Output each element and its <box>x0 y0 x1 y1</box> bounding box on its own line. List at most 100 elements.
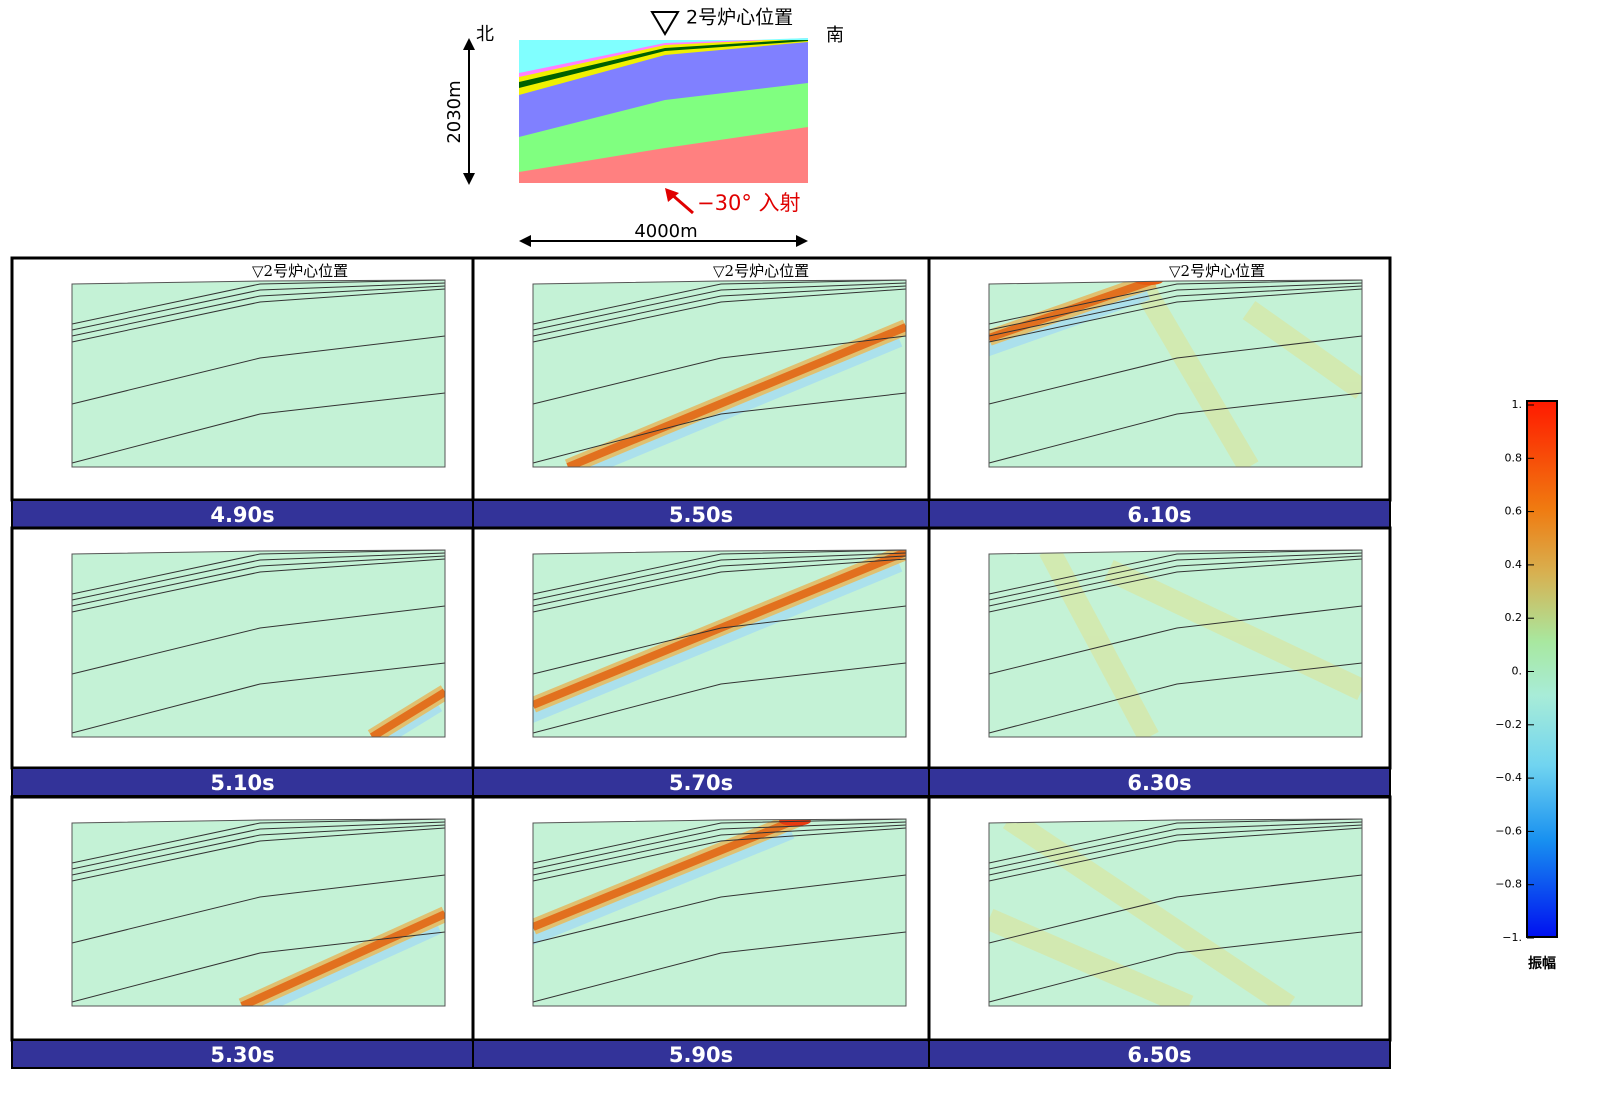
model-outline <box>988 549 1363 738</box>
layer-line <box>71 827 446 882</box>
wave-core <box>989 280 1156 342</box>
colorbar-tick-label: 0. <box>1512 665 1523 678</box>
wave-core <box>240 910 445 1006</box>
faint-wave <box>1104 560 1362 700</box>
layer-line <box>71 279 446 325</box>
incidence-label: −30° 入射 <box>697 191 801 215</box>
wave-halo <box>362 700 443 737</box>
model-body <box>533 280 906 467</box>
layer-line <box>988 335 1363 405</box>
wave-core <box>369 688 445 737</box>
layer-line <box>71 285 446 337</box>
colorbar-scale <box>1526 400 1558 938</box>
colorbar-tick-label: −0.2 <box>1495 718 1522 731</box>
model-outline <box>532 818 907 1007</box>
colorbar-tick-label: 0.6 <box>1505 505 1523 518</box>
time-label: 5.70s <box>669 771 733 795</box>
schematic: 2号炉心位置 北 南 2030m 4000m −30° 入射 <box>444 7 844 247</box>
layer-line <box>988 605 1363 675</box>
arrowhead <box>665 188 679 202</box>
wave-halo <box>533 560 903 725</box>
layer-line <box>71 558 446 613</box>
time-label: 5.90s <box>669 1043 733 1067</box>
layer-line <box>71 282 446 331</box>
wave-halo <box>559 335 903 467</box>
model-outline <box>71 549 446 738</box>
layer-line <box>988 279 1363 325</box>
layer-line <box>532 392 907 464</box>
colorbar-tick-label: 0.4 <box>1505 558 1523 571</box>
layer-line <box>532 555 907 607</box>
wave-halo <box>233 922 442 1006</box>
height-label: 2030m <box>444 80 465 143</box>
model <box>532 549 907 738</box>
colorbar-tick-label: 0.8 <box>1505 451 1523 464</box>
layer-line <box>988 392 1363 464</box>
faint-wave <box>1129 280 1259 467</box>
faint-wave <box>1002 819 1296 1006</box>
layer-line <box>532 285 907 337</box>
time-bar <box>472 499 930 529</box>
layer-line <box>71 552 446 601</box>
colorbar-tick-label: −1. <box>1502 931 1522 944</box>
layer-line <box>532 279 907 325</box>
layer-line <box>988 874 1363 944</box>
layer-line <box>532 821 907 870</box>
colorbar-tick-label: −0.4 <box>1495 771 1522 784</box>
model-outline <box>988 279 1363 468</box>
arrowhead <box>519 235 531 247</box>
layer-line <box>532 662 907 734</box>
core-marker <box>650 11 680 36</box>
layer-line <box>988 662 1363 734</box>
model <box>988 818 1363 1007</box>
layer-line <box>988 555 1363 607</box>
layer-line <box>988 827 1363 882</box>
layer-line <box>71 931 446 1003</box>
model-outline <box>71 818 446 1007</box>
layer-line <box>71 818 446 864</box>
layer-line <box>532 824 907 876</box>
time-label: 6.10s <box>1127 503 1191 527</box>
layer-line <box>532 874 907 944</box>
waves <box>989 819 1296 1006</box>
colorbar-tick-label: −0.8 <box>1495 878 1522 891</box>
south-label: 南 <box>826 25 844 46</box>
layer-line <box>71 824 446 876</box>
core-label: 2号炉心位置 <box>686 7 793 29</box>
layer-line <box>71 288 446 343</box>
model-body <box>72 550 445 737</box>
time-label: 5.30s <box>210 1043 274 1067</box>
time-bar <box>928 1039 1391 1069</box>
time-bar <box>928 767 1391 797</box>
arrowhead <box>463 38 475 50</box>
width-label: 4000m <box>634 221 697 242</box>
arrowhead <box>463 173 475 185</box>
layer-line <box>71 335 446 405</box>
layer-line <box>532 827 907 882</box>
layer-line <box>71 605 446 675</box>
layer-line <box>71 555 446 607</box>
time-label: 5.50s <box>669 503 733 527</box>
layer-line <box>532 818 907 864</box>
layer-line <box>71 821 446 870</box>
waves <box>362 685 445 737</box>
layer-line <box>988 824 1363 876</box>
waves <box>233 906 445 1006</box>
layer-line <box>532 288 907 343</box>
model-body <box>533 819 906 1006</box>
model-outline <box>71 279 446 468</box>
model-body <box>989 280 1362 467</box>
colorbar: 1. 0.8 0.6 0.4 0.2 0. −0.2 −0.4 −0.6 −0.8 −1. 振幅 <box>1495 398 1558 972</box>
colorbar-label: 振幅 <box>1528 955 1556 972</box>
model-outline <box>532 549 907 738</box>
north-label: 北 <box>476 24 494 45</box>
model <box>532 818 907 1007</box>
model <box>988 549 1363 738</box>
colorbar-tick-label: −0.6 <box>1495 824 1522 837</box>
model <box>71 549 446 738</box>
layer-line <box>532 931 907 1003</box>
model <box>532 279 907 468</box>
layer-line <box>988 558 1363 613</box>
model-body <box>72 819 445 1006</box>
